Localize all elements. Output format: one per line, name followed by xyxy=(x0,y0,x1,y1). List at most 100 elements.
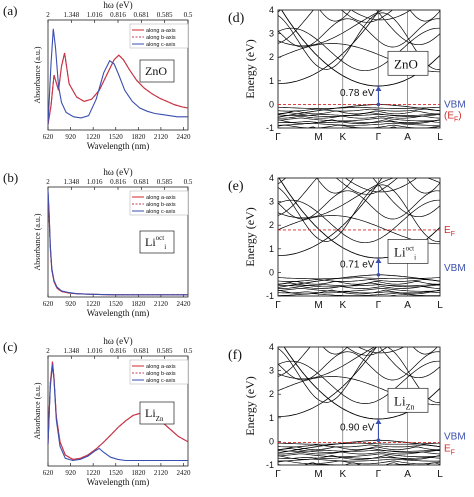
legend-label: along a-axis xyxy=(146,28,176,34)
vbm-label: VBM xyxy=(444,99,466,110)
upper-band xyxy=(350,10,412,21)
fermi-label: EF xyxy=(444,443,455,456)
x-axis-title: Wavelength (nm) xyxy=(87,308,150,318)
upper-band xyxy=(278,184,440,242)
x-tick-label: 2420 xyxy=(176,469,191,477)
y-tick-label: 3 xyxy=(269,197,274,207)
y-tick-label: -1 xyxy=(266,291,274,301)
y-tick-label: 2 xyxy=(269,220,274,230)
valence-band-top xyxy=(278,439,440,454)
fermi-label: EF xyxy=(444,225,455,238)
valence-band xyxy=(278,130,440,132)
x-tick-label: 920 xyxy=(65,133,76,141)
fermi-label-sub: F xyxy=(454,116,458,123)
kpoint-label: Γ xyxy=(275,469,281,480)
kpoint-label: K xyxy=(339,132,346,143)
top-tick-label: 0.681 xyxy=(133,11,149,19)
upper-band xyxy=(319,10,440,22)
valence-band xyxy=(278,288,440,292)
valence-band xyxy=(278,456,440,459)
material-label-sub: Zn xyxy=(406,402,415,411)
x-tick-label: 1520 xyxy=(109,133,124,141)
valence-band xyxy=(278,282,440,288)
x-tick-label: 1220 xyxy=(86,300,101,308)
material-label-sub: Zn xyxy=(156,415,164,423)
series-line-2 xyxy=(47,52,189,125)
valence-band xyxy=(278,121,440,123)
y-tick-label: -1 xyxy=(266,123,274,133)
conduction-band xyxy=(278,10,380,84)
top-tick-label: 2 xyxy=(46,178,50,186)
kpoint-label: Γ xyxy=(376,132,382,143)
y-tick-label: 2 xyxy=(269,389,274,399)
material-label-sub: i xyxy=(164,243,166,251)
y-axis-title: Energy (eV) xyxy=(243,39,257,98)
y-tick-label: 4 xyxy=(269,173,274,183)
valence-band xyxy=(278,299,440,300)
valence-band xyxy=(278,442,440,445)
upper-band xyxy=(278,347,376,380)
valence-band xyxy=(278,279,440,282)
kpoint-label: K xyxy=(339,300,346,311)
series-line-2 xyxy=(47,361,189,460)
valence-band xyxy=(278,112,440,117)
top-axis-title: hω (eV) xyxy=(103,0,132,10)
top-tick-label: 2 xyxy=(46,11,50,19)
gap-label: 0.78 eV xyxy=(340,88,375,99)
material-label-box xyxy=(139,230,175,254)
legend-label: along a-axis xyxy=(146,364,176,370)
material-label-sup: oct xyxy=(156,234,165,242)
x-tick-label: 1520 xyxy=(109,300,124,308)
panel-letter: (a) xyxy=(3,3,17,18)
top-tick-label: 0.585 xyxy=(157,178,173,186)
gap-arrowhead-top xyxy=(375,258,382,264)
y-axis-title: Absorbance (a.u.) xyxy=(33,382,42,439)
x-tick-label: 1220 xyxy=(86,469,101,477)
top-tick-label: 1.016 xyxy=(87,11,103,19)
y-tick-label: 0 xyxy=(269,436,274,446)
x-axis-title: Wavelength (nm) xyxy=(87,477,150,487)
valence-band xyxy=(278,449,440,452)
kpoint-label: L xyxy=(437,300,443,311)
vbm-label: VBM xyxy=(444,263,466,274)
y-tick-label: 4 xyxy=(269,342,274,352)
gap-label: 0.90 eV xyxy=(340,423,375,434)
y-tick-label: 0 xyxy=(269,267,274,277)
legend-label: along b-axis xyxy=(146,202,176,208)
series-line-3 xyxy=(47,364,188,462)
valence-band xyxy=(278,448,440,453)
x-tick-label: 920 xyxy=(65,300,76,308)
plot-frame xyxy=(277,346,441,466)
valence-band xyxy=(278,117,440,122)
valence-band-top xyxy=(278,103,440,118)
x-tick-label: 1820 xyxy=(131,133,146,141)
valence-band xyxy=(278,286,440,289)
vbm-dot xyxy=(376,102,381,107)
upper-band xyxy=(316,178,440,194)
valence-band xyxy=(278,451,440,455)
valence-band xyxy=(278,301,440,303)
conduction-band xyxy=(278,347,377,417)
series-line-3 xyxy=(47,190,188,296)
upper-band xyxy=(278,178,399,195)
valence-band xyxy=(278,453,440,458)
upper-band xyxy=(278,10,393,23)
upper-band xyxy=(278,10,440,47)
y-axis-title: Absorbance (a.u.) xyxy=(33,46,42,103)
y-tick-label: 0 xyxy=(269,99,274,109)
x-tick-label: 2120 xyxy=(154,133,169,141)
kpoint-label: Γ xyxy=(275,300,281,311)
valence-band xyxy=(278,460,440,465)
x-tick-label: 1820 xyxy=(131,469,146,477)
absorbance-panel-2: (b) hω (eV) 620 920 1220 1520 1820 2120 2420 2 1.3… xyxy=(3,167,193,318)
x-axis-title: Wavelength (nm) xyxy=(87,141,150,151)
top-axis-title: hω (eV) xyxy=(103,167,132,177)
y-tick-label: -1 xyxy=(266,460,274,470)
upper-band xyxy=(346,347,388,356)
material-label-box xyxy=(387,387,429,413)
plot-frame xyxy=(277,9,441,129)
kpoint-label: L xyxy=(437,469,443,480)
valence-band xyxy=(278,291,440,294)
x-tick-label: 620 xyxy=(43,133,54,141)
